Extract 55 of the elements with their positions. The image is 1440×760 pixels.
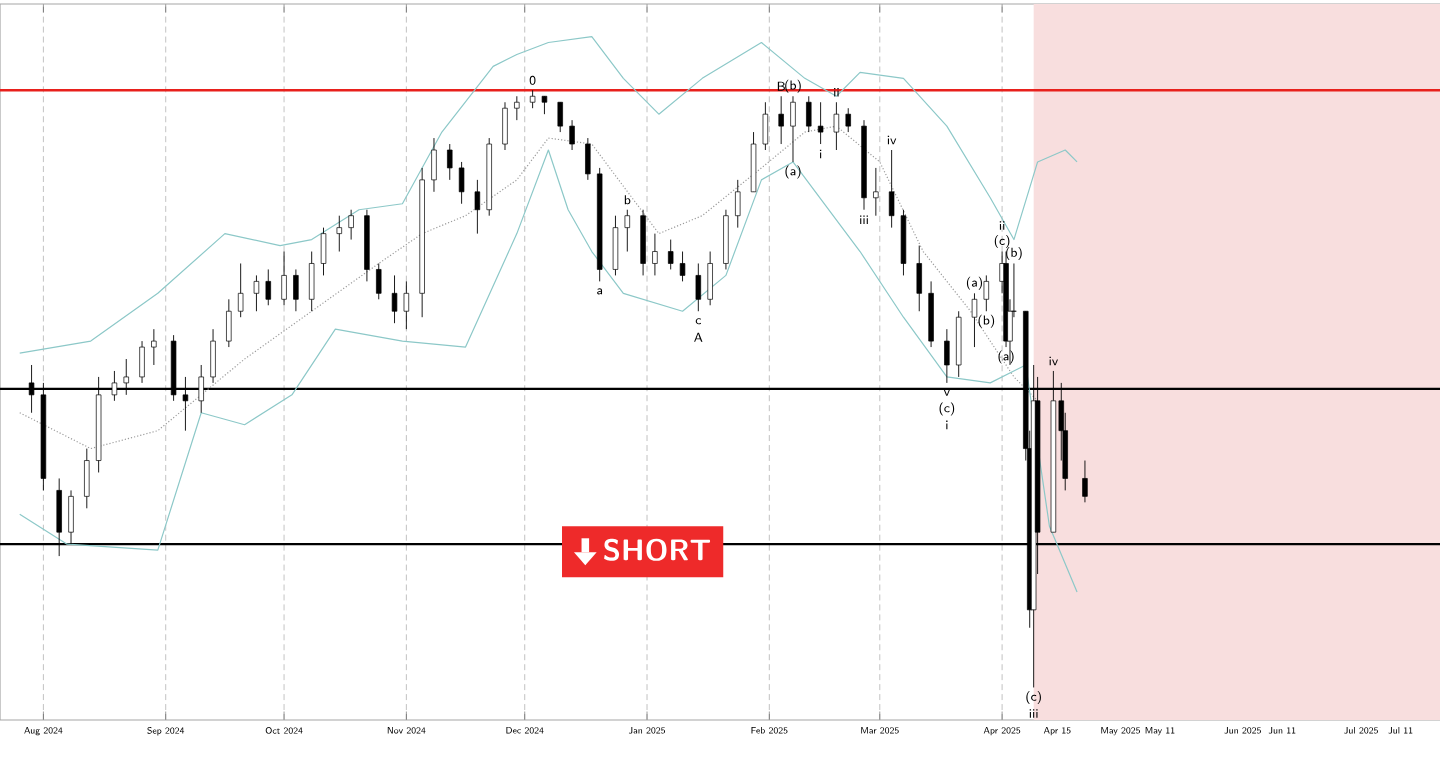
- candlestick: [281, 251, 287, 306]
- candlestick: [888, 149, 895, 229]
- candlestick: [916, 245, 922, 312]
- candlestick: [983, 274, 990, 312]
- candlestick: [585, 137, 591, 181]
- candlestick: [928, 280, 934, 348]
- candlestick: [900, 209, 907, 276]
- candlestick: [293, 268, 299, 312]
- candlestick: [474, 179, 481, 235]
- candlestick: [806, 95, 812, 133]
- candlestick: [557, 101, 563, 133]
- candlestick: [612, 215, 619, 276]
- candlestick: [695, 263, 702, 312]
- candlestick: [210, 328, 216, 384]
- candlestick: [253, 274, 260, 312]
- candlestick: [237, 263, 244, 318]
- candlestick: [151, 328, 157, 366]
- candlestick: [391, 274, 398, 324]
- candlestick: [1082, 460, 1088, 503]
- candlestick: [679, 251, 686, 282]
- candlestick: [944, 328, 950, 384]
- candlestick: [458, 161, 465, 205]
- candlestick: [817, 101, 824, 145]
- candlestick: [845, 107, 851, 133]
- candlestick: [762, 101, 769, 151]
- candlestick: [778, 95, 784, 145]
- candlestick: [873, 167, 879, 217]
- candlestick: [833, 101, 840, 151]
- candlestick: [652, 233, 658, 276]
- candlestick: [624, 209, 631, 252]
- candlestick: [84, 448, 90, 509]
- candlestick: [376, 263, 382, 300]
- candlestick: [502, 101, 508, 151]
- candlestick: [139, 340, 145, 384]
- candlestick: [431, 137, 437, 193]
- candlestick: [790, 95, 796, 163]
- candlestick: [667, 239, 674, 270]
- candlestick: [308, 251, 315, 312]
- candlestick: [348, 209, 354, 241]
- candlestick: [640, 209, 646, 276]
- candlestick: [569, 119, 575, 151]
- candlestick: [336, 215, 343, 252]
- candlestick: [403, 280, 410, 330]
- candlestick: [750, 131, 757, 193]
- candlestick: [226, 298, 232, 348]
- annotation: SHORT: [604, 538, 711, 561]
- candlestick: [723, 209, 729, 270]
- candlestick: [955, 310, 962, 378]
- candlestick: [707, 251, 713, 306]
- candlestick: [735, 179, 741, 229]
- candlestick: [320, 227, 327, 276]
- candlestick: [447, 143, 453, 181]
- candlestick: [514, 95, 520, 121]
- candlestick: [265, 268, 271, 306]
- candlestick: [971, 292, 978, 348]
